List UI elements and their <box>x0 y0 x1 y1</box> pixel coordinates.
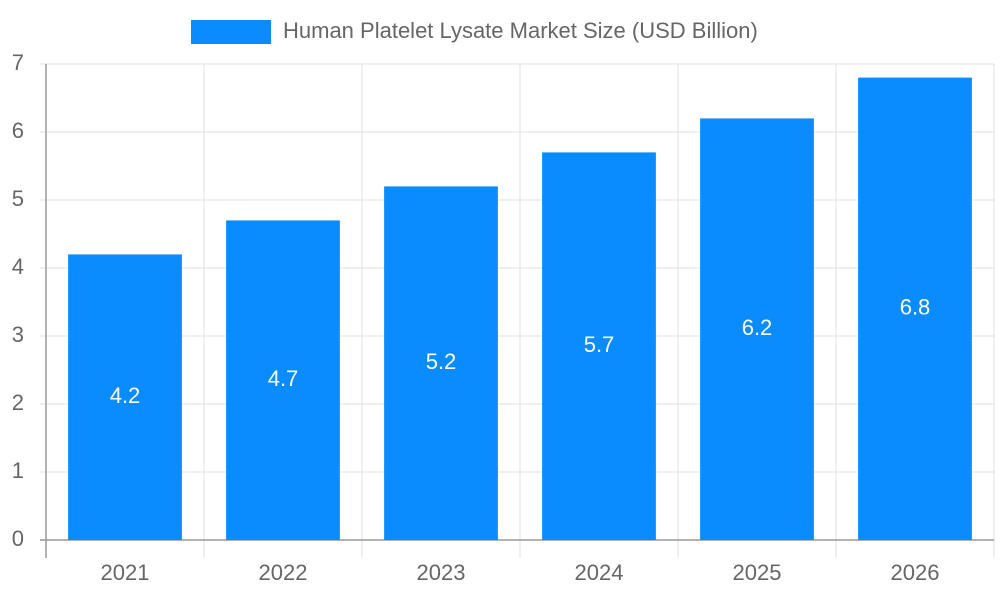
y-tick-label: 2 <box>12 390 24 415</box>
x-tick-label: 2023 <box>417 560 466 585</box>
data-label: 5.7 <box>584 332 615 357</box>
y-tick-label: 0 <box>12 526 24 551</box>
data-label: 5.2 <box>426 349 457 374</box>
legend-swatch <box>191 20 271 44</box>
bar <box>226 220 340 540</box>
x-tick-label: 2025 <box>733 560 782 585</box>
y-tick-label: 6 <box>12 118 24 143</box>
y-tick-label: 5 <box>12 186 24 211</box>
x-tick-label: 2024 <box>575 560 624 585</box>
y-tick-label: 7 <box>12 50 24 75</box>
y-tick-label: 4 <box>12 254 24 279</box>
bar <box>384 186 498 540</box>
x-tick-label: 2026 <box>891 560 940 585</box>
bar <box>542 152 656 540</box>
data-label: 6.2 <box>742 315 773 340</box>
x-tick-label: 2021 <box>101 560 150 585</box>
data-label: 4.7 <box>268 366 299 391</box>
y-tick-label: 1 <box>12 458 24 483</box>
legend-label: Human Platelet Lysate Market Size (USD B… <box>283 18 758 43</box>
legend: Human Platelet Lysate Market Size (USD B… <box>191 18 758 44</box>
bar <box>68 254 182 540</box>
bar <box>700 118 814 541</box>
x-tick-label: 2022 <box>259 560 308 585</box>
bar <box>858 77 972 540</box>
data-label: 6.8 <box>900 295 931 320</box>
data-label: 4.2 <box>110 383 141 408</box>
y-tick-label: 3 <box>12 322 24 347</box>
